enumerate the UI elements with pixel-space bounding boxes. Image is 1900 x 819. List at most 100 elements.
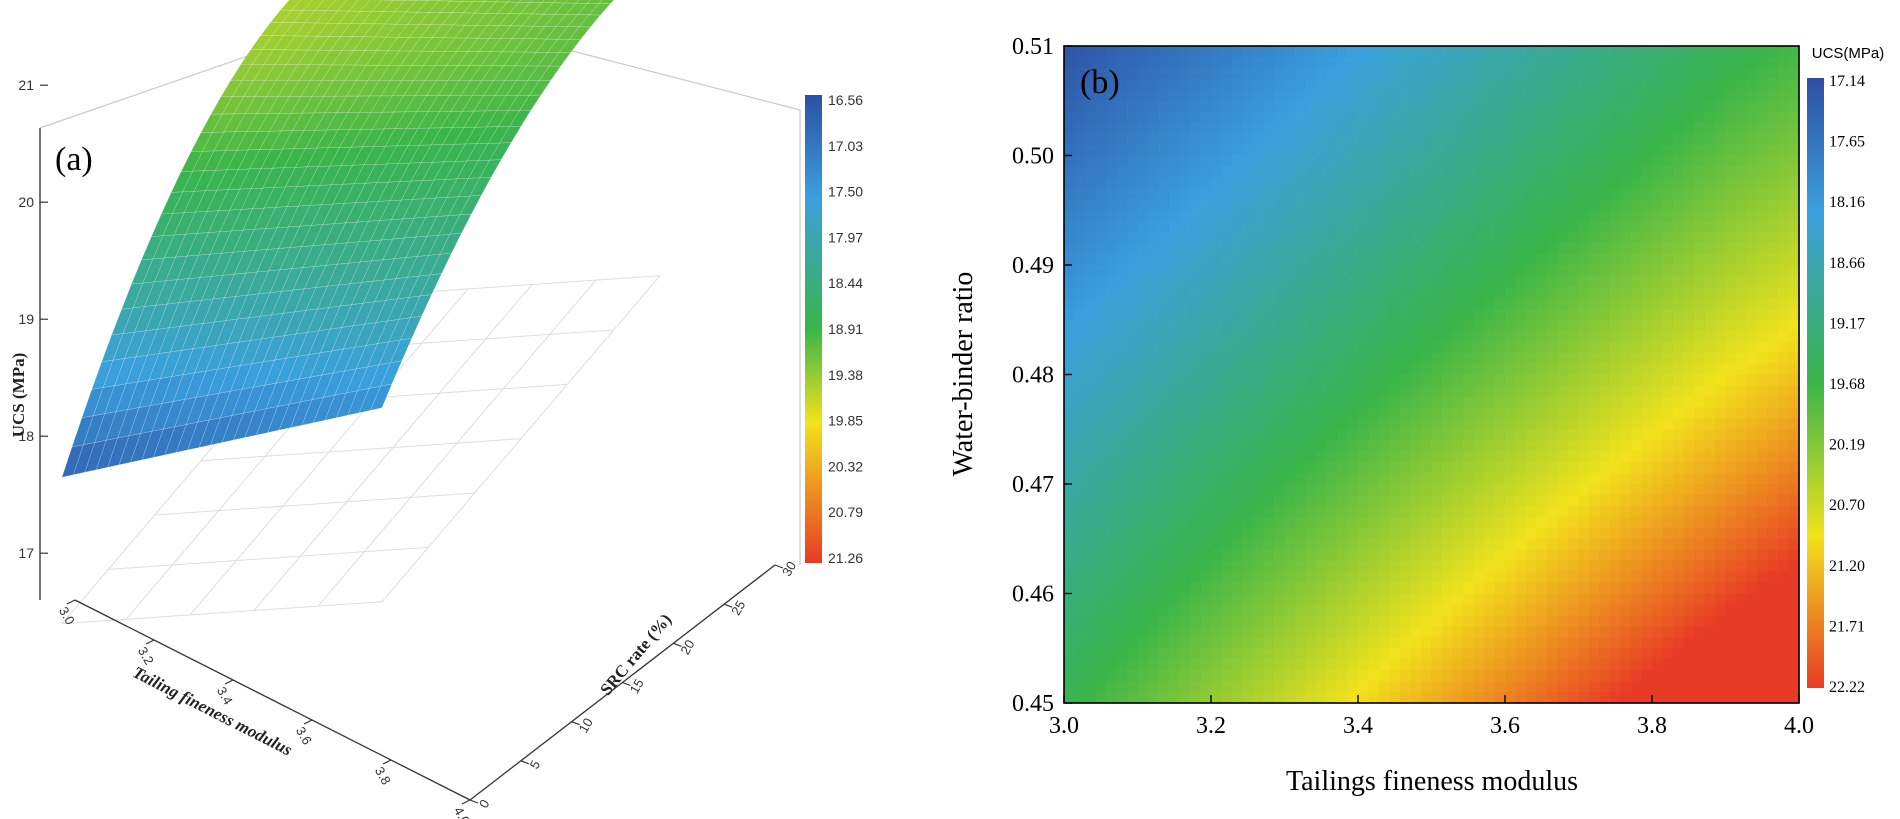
- heatmap-cell: [1137, 385, 1149, 397]
- heatmap-cell: [1127, 473, 1139, 485]
- heatmap-cell: [1263, 385, 1275, 397]
- heatmap-cell: [1662, 56, 1674, 69]
- heatmap-cell: [1347, 462, 1359, 474]
- heatmap-cell: [1169, 330, 1181, 343]
- heatmap-cell: [1305, 681, 1317, 693]
- heatmap-cell: [1064, 275, 1076, 288]
- heatmap-cell: [1526, 593, 1538, 606]
- heatmap-cell: [1484, 286, 1496, 299]
- heatmap-cell: [1379, 265, 1391, 277]
- heatmap-cell: [1505, 626, 1517, 638]
- heatmap-cell: [1410, 374, 1422, 387]
- heatmap-cell: [1725, 681, 1737, 693]
- heatmap-cell: [1589, 692, 1601, 704]
- heatmap-cell: [1305, 67, 1317, 80]
- heatmap-cell: [1169, 659, 1181, 671]
- heatmap-cell: [1316, 100, 1328, 113]
- heatmap-cell: [1694, 177, 1706, 189]
- heatmap-cell: [1662, 363, 1674, 376]
- heatmap-cell: [1494, 210, 1506, 222]
- heatmap-cell: [1211, 363, 1223, 376]
- heatmap-cell: [1631, 374, 1643, 387]
- heatmap-cell: [1179, 166, 1191, 178]
- heatmap-cell: [1557, 297, 1569, 310]
- heatmap-cell: [1547, 297, 1559, 310]
- heatmap-cell: [1389, 177, 1401, 189]
- heatmap-cell: [1547, 319, 1559, 332]
- heatmap-cell: [1694, 659, 1706, 671]
- heatmap-cell: [1778, 297, 1790, 310]
- heatmap-cell: [1347, 385, 1359, 397]
- heatmap-cell: [1295, 286, 1307, 299]
- heatmap-cell: [1421, 692, 1433, 704]
- heatmap-cell: [1767, 571, 1779, 584]
- heatmap-cell: [1137, 615, 1149, 627]
- heatmap-cell: [1442, 516, 1454, 529]
- heatmap-cell: [1379, 604, 1391, 616]
- heatmap-cell: [1610, 275, 1622, 288]
- heatmap-cell: [1463, 396, 1475, 408]
- heatmap-cell: [1253, 254, 1265, 266]
- heatmap-cell: [1358, 188, 1370, 200]
- heatmap-cell: [1473, 604, 1485, 616]
- heatmap-cell: [1190, 604, 1202, 616]
- heatmap-cell: [1106, 319, 1118, 332]
- heatmap-cell: [1704, 177, 1716, 189]
- heatmap-cell: [1358, 166, 1370, 178]
- heatmap-cell: [1200, 637, 1212, 649]
- heatmap-cell: [1526, 462, 1538, 474]
- heatmap-cell: [1757, 133, 1769, 146]
- heatmap-cell: [1158, 593, 1170, 606]
- heatmap-cell: [1431, 549, 1443, 562]
- heatmap-cell: [1484, 111, 1496, 124]
- heatmap-cell: [1064, 626, 1076, 638]
- heatmap-cell: [1284, 538, 1296, 551]
- heatmap-cell: [1127, 451, 1139, 463]
- heatmap-cell: [1400, 46, 1412, 58]
- heatmap-cell: [1106, 100, 1118, 113]
- heatmap-cell: [1536, 374, 1548, 387]
- heatmap-cell: [1778, 166, 1790, 178]
- heatmap-cell: [1568, 659, 1580, 671]
- heatmap-cell: [1074, 330, 1086, 343]
- heatmap-cell: [1683, 100, 1695, 113]
- heatmap-cell: [1158, 297, 1170, 310]
- heatmap-cell: [1284, 111, 1296, 124]
- heatmap-cell: [1452, 210, 1464, 222]
- heatmap-cell: [1536, 582, 1548, 595]
- heatmap-cell: [1631, 67, 1643, 80]
- heatmap-cell: [1337, 275, 1349, 288]
- heatmap-cell: [1452, 385, 1464, 397]
- heatmap-cell: [1736, 254, 1748, 266]
- heatmap-cell: [1746, 681, 1758, 693]
- heatmap-cell: [1305, 308, 1317, 321]
- heatmap-cell: [1778, 582, 1790, 595]
- heatmap-cell: [1778, 626, 1790, 638]
- heatmap-cell: [1505, 451, 1517, 463]
- heatmap-cell: [1599, 254, 1611, 266]
- heatmap-cell: [1694, 385, 1706, 397]
- heatmap-cell: [1610, 462, 1622, 474]
- heatmap-cell: [1169, 363, 1181, 376]
- heatmap-cell: [1074, 527, 1086, 540]
- heatmap-cell: [1085, 166, 1097, 178]
- heatmap-cell: [1704, 516, 1716, 529]
- heatmap-cell: [1673, 166, 1685, 178]
- heatmap-cell: [1662, 571, 1674, 584]
- heatmap-cell: [1778, 440, 1790, 452]
- heatmap-cell: [1263, 440, 1275, 452]
- heatmap-cell: [1316, 484, 1328, 496]
- heatmap-cell: [1347, 144, 1359, 157]
- heatmap-cell: [1064, 286, 1076, 299]
- heatmap-cell: [1620, 243, 1632, 255]
- heatmap-cell: [1463, 494, 1475, 507]
- heatmap-cell: [1169, 374, 1181, 387]
- heatmap-cell: [1473, 352, 1485, 365]
- heatmap-cell: [1505, 89, 1517, 102]
- heatmap-cell: [1190, 692, 1202, 704]
- heatmap-cell: [1200, 221, 1212, 233]
- heatmap-cell: [1536, 265, 1548, 277]
- heatmap-cell: [1074, 243, 1086, 255]
- surface-facet: [472, 0, 487, 2]
- heatmap-cell: [1326, 188, 1338, 200]
